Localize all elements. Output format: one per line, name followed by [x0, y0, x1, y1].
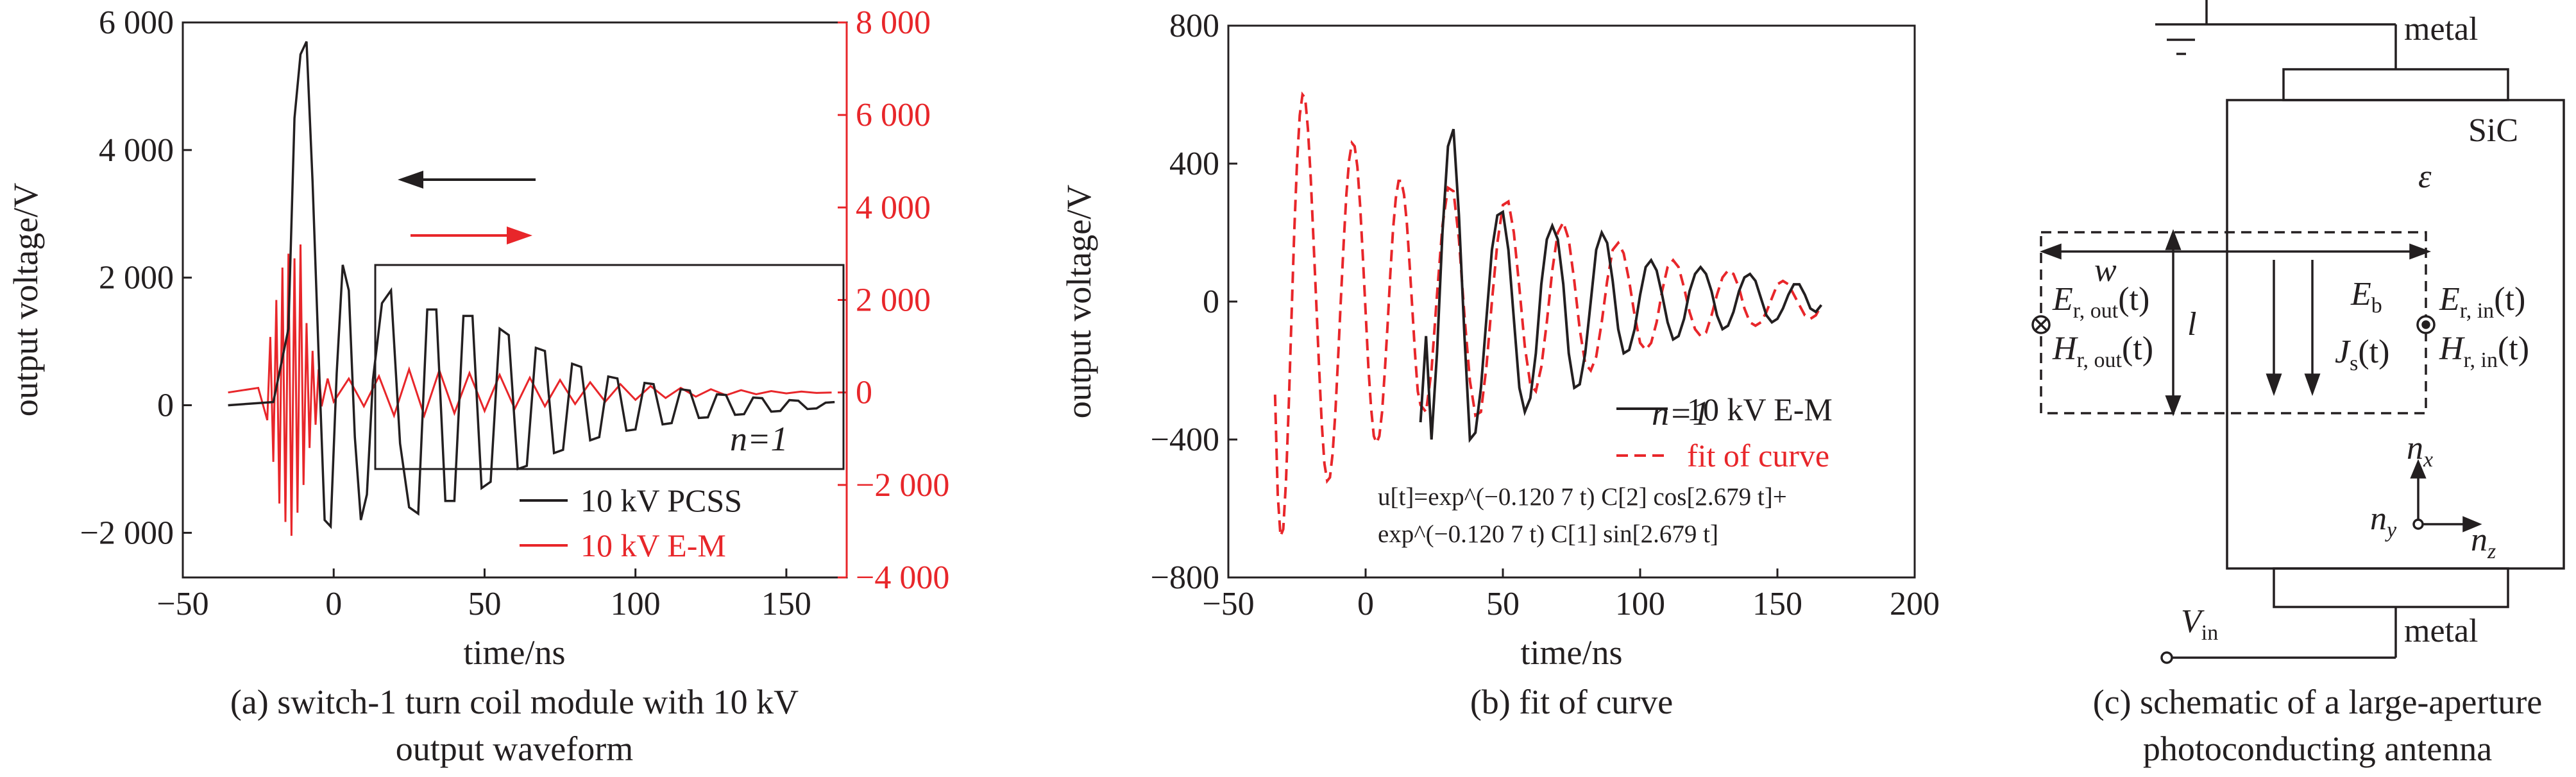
x-tick-label: −50 [1202, 586, 1254, 622]
vin-terminal-icon [2160, 651, 2173, 664]
chart-a: −50 0 50 100 150 −2 000 0 2 000 4 000 6 000 −4 0… [6, 4, 949, 768]
sic-label: SiC [2468, 112, 2518, 149]
w-arrow-head-right [2409, 243, 2432, 260]
chart-b-x-ticks: −50 0 50 100 150 200 [1202, 568, 1940, 622]
nx-label: nx [2407, 430, 2433, 472]
l-label: l [2187, 306, 2196, 343]
equation-line1: u[t]=exp^(−0.120 7 t) C[2] cos[2.679 t]+ [1378, 483, 1787, 511]
y-tick-label: 0 [157, 388, 174, 424]
x-tick-label: 200 [1890, 586, 1940, 622]
metal-top-label: metal [2404, 11, 2479, 47]
epsilon-label: ε [2418, 158, 2432, 195]
series-line-10kv-pcss [228, 41, 835, 529]
chart-b-y-label: output voltage/V [1060, 185, 1098, 418]
x-tick-label: −50 [157, 586, 208, 622]
w-label: w [2094, 252, 2117, 289]
legend-label-em-a: 10 kV E-M [580, 527, 726, 563]
chart-a-x-ticks: −50 0 50 100 150 [157, 568, 811, 622]
chart-b-caption: (b) fit of curve [1470, 683, 1673, 721]
l-arrow-head-bottom [2165, 395, 2182, 416]
metal-bottom-label: metal [2404, 613, 2479, 649]
l-arrow-head-top [2165, 229, 2182, 250]
y-tick-label: 6 000 [99, 4, 174, 41]
left-arrow-head [398, 171, 423, 189]
schematic-caption-line1: (c) schematic of a large-aperture [2093, 683, 2543, 721]
right-y-tick-label: −4 000 [856, 559, 949, 596]
h-out-label: Hr, out(t) [2052, 330, 2153, 372]
x-tick-label: 150 [761, 586, 811, 622]
y-tick-label: −400 [1151, 422, 1219, 458]
field-out-of-plane-dot [2421, 320, 2430, 329]
x-tick-label: 150 [1752, 586, 1802, 622]
y-tick-label: 400 [1169, 146, 1219, 182]
legend-label-em-b: 10 kV E-M [1687, 391, 1833, 427]
x-tick-label: 100 [611, 586, 661, 622]
right-y-tick-label: 2 000 [856, 282, 931, 319]
chart-a-y-label: output voltage/V [6, 183, 45, 416]
nz-label: nz [2471, 522, 2496, 563]
right-y-tick-label: −2 000 [856, 467, 949, 504]
x-tick-label: 0 [1357, 586, 1374, 622]
metal-bottom-electrode [2273, 567, 2509, 608]
chart-a-inset-box [374, 264, 845, 470]
chart-b-y-ticks: −800 −400 0 400 800 [1151, 8, 1237, 596]
series-line-10kv-em-b [1419, 128, 1823, 443]
eb-label: Eb [2350, 276, 2382, 318]
metal-top-electrode [2282, 68, 2509, 101]
chart-a-caption-line2: output waveform [396, 730, 633, 768]
right-y-tick-label: 4 000 [856, 189, 931, 226]
nz-axis-head [2462, 516, 2482, 533]
x-tick-label: 50 [1486, 586, 1520, 622]
legend-label-fit: fit of curve [1687, 438, 1829, 474]
x-tick-label: 0 [325, 586, 342, 622]
ny-axis-dot [2412, 518, 2424, 530]
series-line-fit-of-curve [1273, 91, 1823, 537]
equation-line2: exp^(−0.120 7 t) C[1] sin[2.679 t] [1378, 520, 1718, 548]
js-current-arrow-head [2304, 373, 2321, 397]
right-y-tick-label: 8 000 [856, 4, 931, 41]
w-arrow-head-left [2039, 243, 2062, 260]
js-label: Js(t) [2335, 334, 2389, 375]
chart-a-left-y-ticks: −2 000 0 2 000 4 000 6 000 [80, 4, 192, 551]
vin-label: Vin [2181, 603, 2218, 645]
chart-b-x-label: time/ns [1521, 633, 1623, 672]
e-out-label: Er, out(t) [2052, 281, 2149, 323]
h-in-label: Hr, in(t) [2439, 330, 2529, 372]
y-tick-label: 2 000 [99, 260, 174, 296]
x-tick-label: 50 [468, 586, 501, 622]
nx-axis-head [2410, 459, 2427, 479]
y-tick-label: −2 000 [80, 515, 174, 551]
legend-label-pcss: 10 kV PCSS [580, 482, 742, 518]
cross-stroke-2 [2034, 318, 2048, 332]
right-y-tick-label: 0 [856, 375, 872, 411]
ny-label: ny [2370, 500, 2397, 542]
right-arrow-head [507, 226, 532, 244]
y-tick-label: −800 [1151, 559, 1219, 596]
schematic-caption-line2: photoconducting antenna [2143, 730, 2492, 768]
schematic-labels: metal metal SiC ε w l Eb Js(t) Er, out(t… [2052, 11, 2542, 768]
y-tick-label: 800 [1169, 8, 1219, 44]
chart-a-x-label: time/ns [464, 633, 566, 672]
chart-a-inset-label: n=1 [730, 420, 788, 458]
y-tick-label: 4 000 [99, 132, 174, 169]
y-tick-label: 0 [1203, 284, 1219, 320]
schematic-c [2031, 0, 2565, 664]
x-tick-label: 100 [1615, 586, 1665, 622]
chart-a-caption-line1: (a) switch-1 turn coil module with 10 kV [230, 683, 799, 721]
right-y-tick-label: 6 000 [856, 97, 931, 133]
chart-a-right-y-ticks: −4 000 −2 000 0 2 000 4 000 6 000 8 000 [838, 4, 949, 596]
chart-b-inset-label: n=1 [1652, 394, 1709, 432]
e-in-label: Er, in(t) [2439, 281, 2525, 323]
eb-field-arrow-head [2266, 373, 2282, 397]
chart-b: −50 0 50 100 150 200 −800 −400 0 400 800 n=1 10 k… [1060, 8, 1940, 721]
